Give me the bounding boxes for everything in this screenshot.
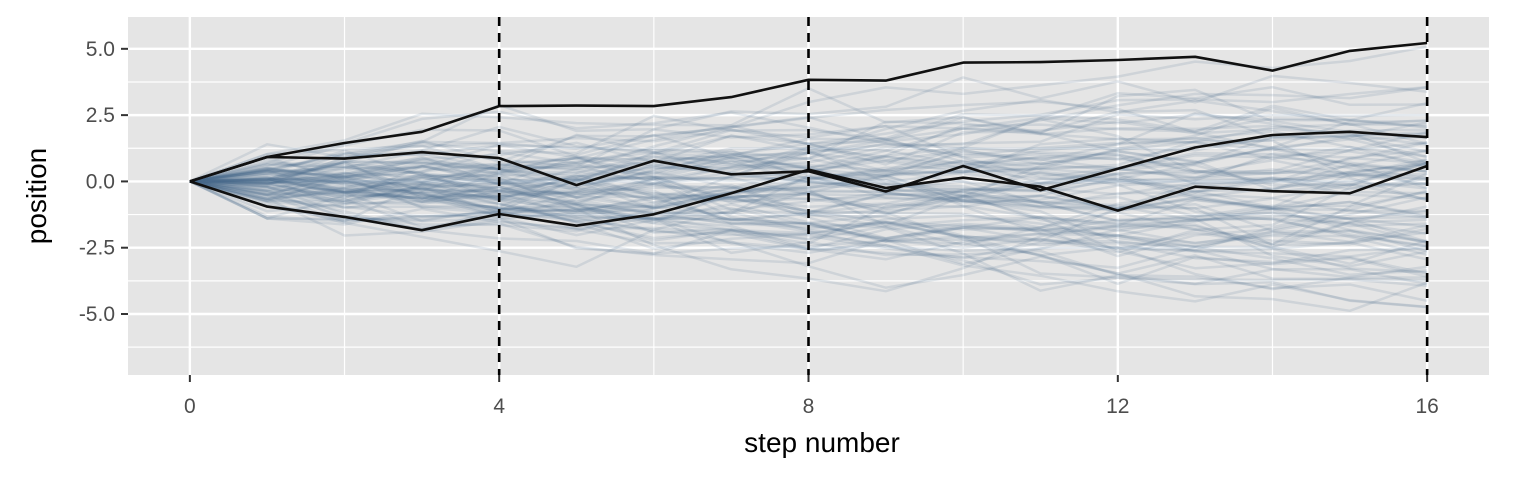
background-walk-line (189, 174, 1428, 218)
background-walk-line (189, 180, 1428, 243)
background-walk-line (189, 139, 1428, 183)
background-walk-line (189, 149, 1428, 225)
x-tick-labels: 0 4 8 12 16 (184, 395, 1439, 418)
x-tick-label: 16 (1415, 395, 1438, 418)
background-walk-line (189, 88, 1428, 183)
reference-vlines (497, 17, 1429, 375)
background-walk-line (189, 176, 1428, 217)
background-walk-line (189, 177, 1428, 279)
background-walk-line (189, 86, 1428, 183)
x-tick-label: 12 (1106, 395, 1129, 418)
background-walk-line (189, 146, 1428, 233)
background-walk-line (189, 174, 1428, 232)
y-tick-label: 0.0 (86, 170, 115, 193)
y-tick-label: -2.5 (79, 237, 115, 260)
background-walk-line (189, 158, 1428, 270)
background-walk-line (189, 175, 1428, 258)
background-walk-line (189, 162, 1428, 223)
highlighted-walk-2 (189, 130, 1428, 193)
axis-ticks (121, 47, 1429, 382)
x-tick-label: 4 (493, 395, 505, 418)
background-walk-line (189, 180, 1428, 255)
x-tick-label: 0 (184, 395, 196, 418)
background-walk-line (189, 120, 1428, 189)
y-tick-label: 2.5 (86, 104, 115, 127)
highlighted-walk-1 (189, 41, 1428, 183)
y-axis-title: position (21, 148, 52, 245)
background-walk-line (189, 172, 1428, 265)
x-tick-label: 8 (803, 395, 815, 418)
background-walk-line (189, 176, 1428, 313)
y-tick-labels: 5.0 2.5 0.0 -2.5 -5.0 (79, 38, 115, 326)
background-walk-line (189, 180, 1428, 266)
background-walk-line (189, 85, 1428, 183)
y-tick-label: 5.0 (86, 38, 115, 61)
background-walk-line (189, 180, 1428, 275)
background-walk-line (189, 172, 1428, 220)
background-walk-line (189, 166, 1428, 248)
background-walk-line (189, 110, 1428, 183)
background-walk-line (189, 163, 1428, 227)
background-walk-line (189, 180, 1428, 303)
background-walk-line (189, 150, 1428, 215)
x-axis-title: step number (744, 427, 900, 458)
background-walk-line (189, 149, 1428, 184)
background-walk-line (189, 140, 1428, 210)
background-walk-line (189, 108, 1428, 183)
background-walk-line (189, 173, 1428, 249)
y-tick-label: -5.0 (79, 303, 115, 326)
background-walk-line (189, 180, 1428, 289)
